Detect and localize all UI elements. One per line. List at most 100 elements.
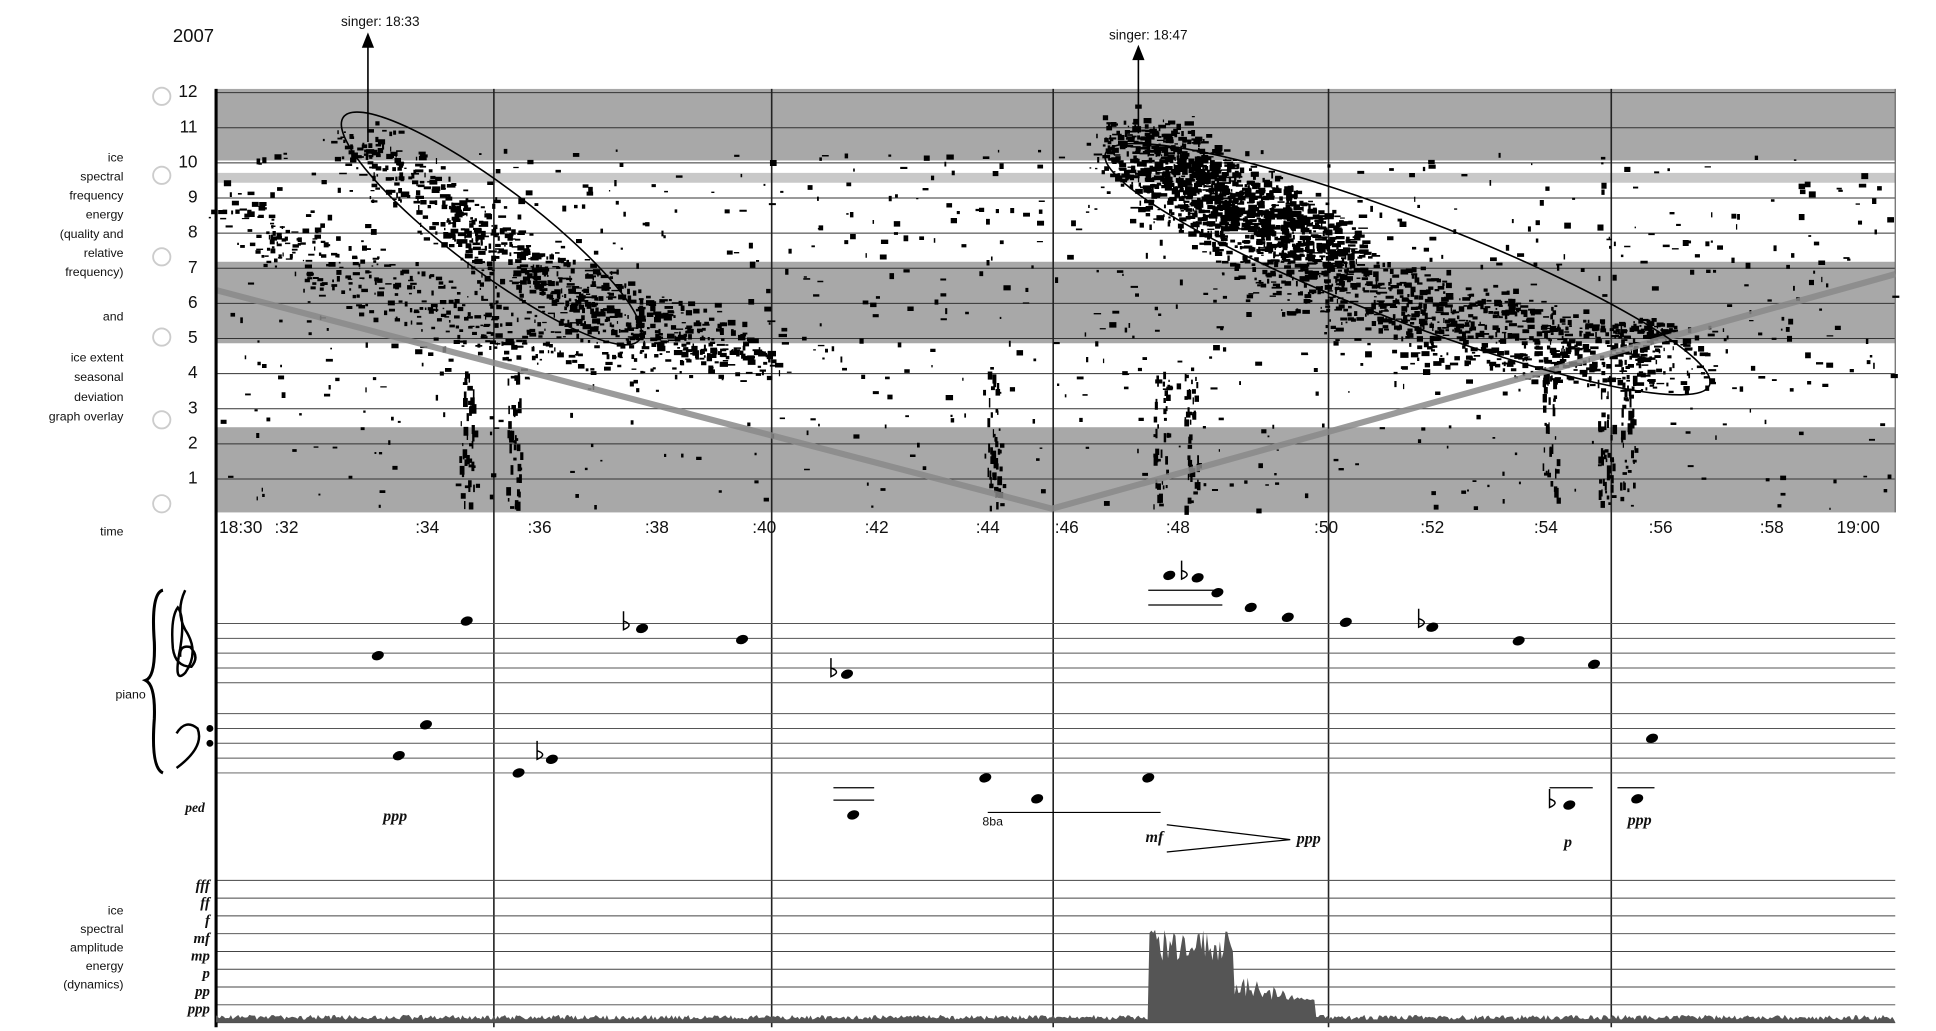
note bbox=[1426, 622, 1439, 632]
dynamic-mark: ppp bbox=[1295, 830, 1321, 847]
note bbox=[1191, 573, 1204, 583]
side-label: (dynamics) bbox=[63, 978, 123, 992]
dynamic-mark: ppp bbox=[1626, 812, 1652, 829]
flat bbox=[536, 740, 544, 761]
note bbox=[1163, 570, 1176, 581]
clefs bbox=[141, 588, 214, 775]
side-label: amplitude bbox=[70, 941, 124, 955]
flat bbox=[1180, 560, 1188, 581]
arrows bbox=[361, 32, 1145, 143]
dynamic-mark: p bbox=[1562, 834, 1572, 851]
y-label: 7 bbox=[188, 257, 198, 277]
time-label: :32 bbox=[274, 517, 298, 537]
time-axis-label: time bbox=[100, 524, 123, 538]
note bbox=[736, 634, 749, 645]
note bbox=[636, 623, 649, 634]
icon bbox=[152, 247, 172, 267]
time-label: :42 bbox=[865, 517, 889, 537]
dynamic-mark: 8ba bbox=[982, 815, 1003, 829]
side-label: and bbox=[103, 310, 124, 324]
arrow-head bbox=[361, 32, 375, 48]
flat bbox=[1417, 608, 1425, 629]
side-label: energy bbox=[86, 959, 125, 973]
note bbox=[1563, 800, 1576, 810]
time-label: :40 bbox=[752, 517, 776, 537]
time-label: :50 bbox=[1314, 517, 1338, 537]
side-label: graph overlay bbox=[49, 410, 125, 424]
notes bbox=[371, 560, 1659, 853]
flat bbox=[830, 658, 838, 678]
y-label: 11 bbox=[180, 116, 198, 136]
dynamic-mark: ppp bbox=[381, 808, 407, 825]
note bbox=[512, 768, 525, 778]
dynamic-level: pp bbox=[193, 984, 210, 1000]
time-label: 18:30 bbox=[219, 517, 262, 537]
note bbox=[1244, 602, 1257, 613]
y-label: 9 bbox=[188, 187, 198, 207]
note bbox=[1646, 733, 1659, 744]
time-label: :44 bbox=[976, 517, 1000, 537]
graph-lines bbox=[216, 88, 1896, 1028]
y-label: 10 bbox=[178, 151, 197, 171]
arrow-head bbox=[1132, 44, 1145, 61]
y-label: 3 bbox=[188, 397, 198, 417]
singer-annotation: singer: 18:33 bbox=[341, 14, 420, 29]
labels: 12 11 10 9 8 7 6 5 4 3 2 1 18:30:32:34:36:38:40:42:4… bbox=[49, 81, 1880, 1017]
singer-annotation: singer: 18:47 bbox=[1109, 27, 1188, 42]
y-label: 1 bbox=[188, 468, 198, 488]
hairpin bbox=[1166, 824, 1291, 853]
icon bbox=[152, 86, 172, 106]
note bbox=[1339, 617, 1352, 627]
dynamic-level: ff bbox=[200, 896, 212, 912]
band bbox=[216, 172, 1896, 183]
note bbox=[371, 650, 384, 661]
y-label: 2 bbox=[188, 432, 198, 452]
flat bbox=[1548, 788, 1556, 809]
dynamic-level: mp bbox=[191, 949, 210, 965]
side-label: ice bbox=[108, 150, 124, 164]
time-label: :36 bbox=[528, 517, 552, 537]
y-label: 8 bbox=[188, 222, 198, 242]
side-label: (quality and bbox=[60, 227, 124, 241]
amplitude-trace bbox=[216, 929, 1896, 1023]
side-label: spectral bbox=[80, 169, 123, 183]
icon bbox=[152, 165, 172, 185]
time-label: :52 bbox=[1420, 517, 1444, 537]
side-label: frequency) bbox=[65, 265, 123, 279]
note bbox=[1587, 659, 1600, 669]
note bbox=[1142, 773, 1155, 783]
note bbox=[419, 720, 432, 730]
icon bbox=[152, 410, 172, 430]
y-label: 6 bbox=[188, 292, 198, 312]
dynamic-level: p bbox=[200, 966, 209, 982]
side-label: relative bbox=[84, 246, 124, 260]
flat bbox=[622, 611, 630, 631]
time-label: :56 bbox=[1649, 517, 1673, 537]
bass-clef bbox=[175, 723, 201, 769]
highlight-ellipse bbox=[340, 111, 643, 346]
time-label: :38 bbox=[645, 517, 669, 537]
treble-clef bbox=[171, 589, 197, 678]
dynamic-level: fff bbox=[196, 878, 212, 894]
brace bbox=[141, 588, 164, 775]
y-label: 5 bbox=[188, 327, 198, 347]
note bbox=[1211, 587, 1224, 598]
pedal-label: ped bbox=[184, 800, 205, 815]
note bbox=[979, 773, 992, 783]
note bbox=[1512, 636, 1525, 646]
time-label: :54 bbox=[1534, 517, 1558, 537]
note bbox=[1281, 612, 1294, 623]
frequency-scatter bbox=[208, 104, 1900, 515]
y-label: 12 bbox=[178, 81, 197, 101]
note bbox=[1031, 794, 1044, 804]
year: 2007 bbox=[173, 25, 214, 46]
ice-extent-overlay bbox=[215, 271, 1897, 512]
note bbox=[847, 810, 860, 820]
bass-clef-dot bbox=[206, 739, 214, 747]
band bbox=[216, 88, 1896, 161]
dynamic-level: f bbox=[205, 913, 212, 929]
dynamic-mark: mf bbox=[1146, 829, 1165, 846]
